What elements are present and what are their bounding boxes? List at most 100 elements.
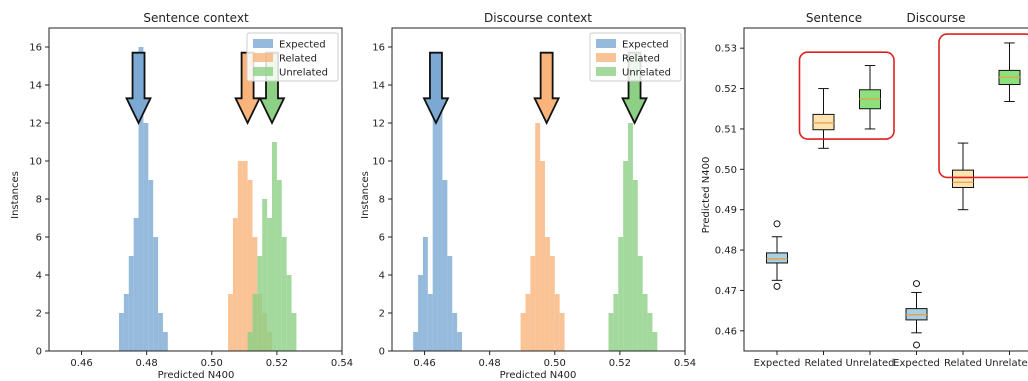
ticks-layer: 0.46 0.47 0.48 0.49 0.50 0.51 0.52 0.53 Expected… — [715, 44, 1028, 369]
y-tick-label: 16 — [29, 43, 42, 54]
outlier-point — [773, 220, 781, 228]
hist-bar-related — [530, 256, 536, 351]
hist-bar-unrelated — [623, 161, 629, 351]
hist-bar-expected — [457, 332, 462, 351]
hist-bar-expected — [153, 237, 159, 351]
hist-bar-related — [232, 218, 238, 351]
y-tick-label: 14 — [372, 81, 385, 92]
hist-bar-related — [545, 237, 550, 351]
legend-label: Unrelated — [279, 68, 328, 79]
hist-bar-unrelated — [613, 294, 619, 351]
y-tick-label: 4 — [36, 271, 42, 282]
hist-bar-expected — [427, 294, 433, 351]
x-tick-label: 0.52 — [609, 358, 631, 369]
y-tick-label: 16 — [372, 43, 385, 54]
hist-bar-unrelated — [276, 180, 282, 351]
hist-bar-expected — [162, 332, 168, 351]
down-arrow-icon — [422, 51, 450, 126]
hist-bar-unrelated — [267, 218, 273, 351]
y-tick-label: 14 — [29, 81, 42, 92]
legend-swatch — [596, 39, 616, 48]
hist-bar-related — [559, 313, 565, 351]
legend-label: Related — [622, 54, 660, 65]
down-arrow-icon — [533, 51, 561, 126]
hist-bar-unrelated — [257, 256, 263, 351]
legend-swatch — [596, 53, 616, 62]
plot-frame — [48, 27, 343, 352]
arrows-layer — [422, 51, 648, 126]
hist-bar-related — [237, 161, 243, 351]
y-tick-label: 6 — [36, 233, 42, 244]
outlier-point — [913, 280, 920, 288]
hist-bar-unrelated — [262, 199, 268, 351]
hist-bar-unrelated — [291, 313, 297, 351]
y-tick-label: 4 — [379, 271, 385, 282]
hist-bar-expected — [442, 180, 448, 351]
hist-bar-expected — [422, 237, 428, 351]
highlight-frame — [798, 51, 895, 140]
y-tick-label: 8 — [36, 195, 42, 206]
x-tick-label: 0.48 — [479, 358, 501, 369]
panel-title: Discourse context — [484, 11, 592, 25]
bars-layer — [118, 47, 297, 351]
x-tick-label: Expected — [754, 358, 801, 369]
x-tick-label: 0.54 — [331, 358, 353, 369]
hist-bar-expected — [158, 313, 163, 351]
y-tick-label: 0.52 — [715, 84, 737, 95]
hist-bar-unrelated — [608, 313, 614, 351]
outlier-point — [913, 341, 920, 349]
y-tick-label: 0.48 — [715, 246, 737, 257]
y-tick-label: 2 — [36, 309, 42, 320]
y-axis-label: Predicted N400 — [701, 157, 712, 234]
y-tick-label: 10 — [372, 157, 385, 168]
highlight-frame — [938, 33, 1028, 179]
legend-label: Unrelated — [622, 68, 671, 79]
x-tick-label: 0.50 — [201, 358, 223, 369]
x-tick-label: Unrelated — [985, 358, 1028, 369]
group-label-sentence: Sentence — [806, 11, 862, 25]
highlights-layer — [798, 33, 1028, 179]
outlier-point — [773, 282, 781, 290]
hist-bar-unrelated — [247, 332, 253, 351]
y-tick-label: 0.53 — [715, 44, 737, 55]
hist-bar-expected — [138, 47, 144, 351]
hist-bar-expected — [133, 218, 139, 351]
hist-bar-unrelated — [252, 294, 258, 351]
hist-bar-expected — [418, 275, 423, 351]
y-tick-label: 8 — [379, 195, 385, 206]
hist-bar-expected — [437, 85, 443, 351]
box-iqr — [812, 113, 835, 131]
y-axis-label: Instances — [360, 171, 371, 219]
hist-bar-related — [242, 161, 248, 351]
hist-bar-expected — [452, 313, 458, 351]
box-iqr — [952, 169, 974, 188]
hist-bar-related — [554, 294, 560, 351]
legend: Expected Related Unrelated — [589, 32, 682, 82]
legend-swatch — [596, 67, 616, 76]
y-tick-label: 0.49 — [715, 205, 737, 216]
box-iqr — [766, 252, 788, 264]
y-tick-label: 0 — [379, 347, 385, 358]
hist-bar-unrelated — [272, 142, 277, 351]
hist-bar-unrelated — [286, 275, 292, 351]
boxplot-panel: Sentence Discourse Predicted N400 0.460.… — [701, 11, 1028, 369]
y-tick-label: 10 — [29, 157, 42, 168]
plot-frame — [743, 27, 1028, 352]
hist-bar-expected — [123, 294, 129, 351]
hist-bar-unrelated — [652, 332, 658, 351]
legend-swatch — [253, 67, 273, 76]
legend-swatch — [253, 53, 273, 62]
x-axis-label: Predicted N400 — [158, 370, 235, 381]
hist-bar-expected — [148, 180, 154, 351]
y-tick-label: 6 — [379, 233, 385, 244]
legend-label: Related — [279, 54, 317, 65]
ticks-layer: 0.46 0.48 0.50 0.52 0.54 0 2 4 6 8 10 12 14 16 — [29, 43, 353, 370]
hist-bar-unrelated — [632, 180, 638, 351]
y-tick-label: 0.50 — [715, 165, 737, 176]
hist-bar-related — [520, 313, 526, 351]
hist-bar-related — [247, 180, 253, 351]
y-axis-label: Instances — [10, 171, 21, 219]
hist-bar-expected — [413, 332, 419, 351]
x-tick-label: 0.46 — [413, 358, 435, 369]
